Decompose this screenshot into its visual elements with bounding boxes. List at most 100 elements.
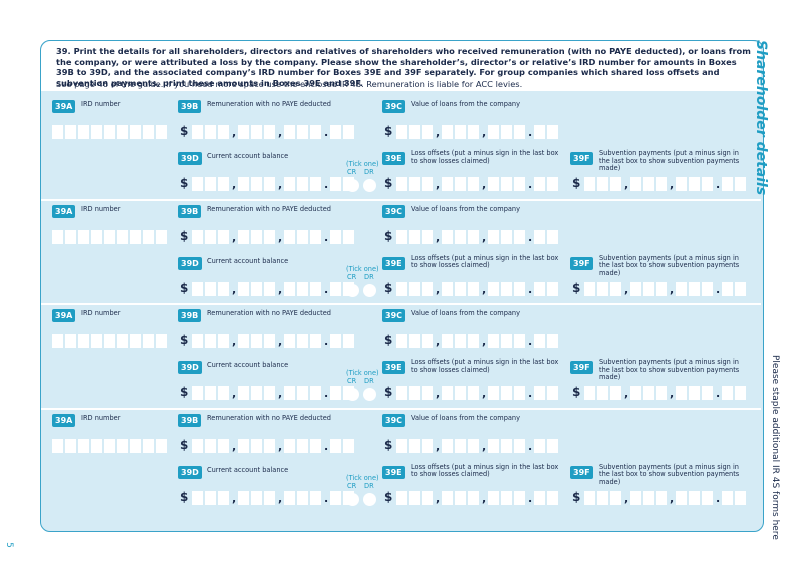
separator: , [482,230,487,244]
field-label: Value of loans from the company [411,100,521,108]
input-box [330,490,341,505]
input-box [722,177,733,191]
tick-dr: DR [364,481,374,490]
input-box [310,438,321,453]
input-box [251,177,262,191]
input-box [468,281,479,296]
field-code: 39C [382,413,406,427]
field-code: 39D [178,256,202,270]
input-box [442,438,453,453]
input-box [409,490,420,505]
input-box [597,281,608,296]
input-box [330,281,341,296]
tick-cr: CR [347,377,357,385]
field-code: 39E [382,152,405,165]
separator: , [482,126,487,139]
input-box [514,177,525,191]
field-code: 39F [570,152,593,165]
input-box [689,281,700,296]
input-box [251,334,262,348]
input-box [630,386,641,400]
field-label: Loss offsets (put a minus sign in the la… [411,149,559,165]
input-box [656,490,667,505]
currency-sign: $ [572,385,581,399]
input-box [310,490,321,505]
input-box [514,438,525,453]
currency-sign: $ [384,489,393,504]
input-box [264,229,275,244]
input-box [104,125,115,139]
field-code: 39E [382,256,405,270]
input-box [422,125,433,139]
input-box [468,490,479,505]
input-box [514,229,525,244]
input-box [468,438,479,453]
input-box [330,334,341,348]
currency-sign: $ [180,437,189,452]
input-box [455,125,466,139]
field-label: IRD number [81,309,121,317]
input-box [455,386,466,400]
separator: , [670,282,675,296]
input-box [238,490,249,505]
input-box [584,386,595,400]
field-label: IRD number [81,100,121,108]
row-divider [41,407,761,410]
input-box [117,438,128,453]
input-box [534,438,545,453]
input-box [218,125,229,139]
input-box [297,334,308,348]
tick-circle [363,492,376,506]
input-box [409,177,420,191]
input-box [156,229,167,244]
field-code: 39F [570,465,593,479]
separator: . [324,230,329,244]
currency-sign: $ [572,489,581,504]
separator: , [232,178,237,191]
separator: , [436,282,441,296]
input-box [676,386,687,400]
separator: . [528,439,533,453]
input-box [264,125,275,139]
separator: , [670,178,675,191]
field-label: Remuneration with no PAYE deducted [207,100,331,108]
separator: , [278,282,283,296]
currency-sign: $ [180,228,189,243]
input-box [396,334,407,348]
separator: , [436,230,441,244]
currency-sign: $ [180,385,189,399]
input-box [310,281,321,296]
field-label: Value of loans from the company [411,204,521,213]
field-label: Value of loans from the company [411,413,521,422]
field-label: IRD number [81,204,121,213]
input-box [630,281,641,296]
tick-dr: DR [364,272,374,281]
tick-label: (Tick one) [346,264,379,273]
field-code: 39C [382,204,406,218]
input-box [514,125,525,139]
input-box [143,334,154,348]
separator: , [232,230,237,244]
input-box [310,177,321,191]
input-box [409,281,420,296]
tick-label: (Tick one) [346,473,379,482]
input-box [65,334,76,348]
input-box [442,490,453,505]
input-box [130,438,141,453]
separator: , [624,491,629,505]
input-box [130,334,141,348]
input-box [297,229,308,244]
input-box [610,386,621,400]
field-code: 39F [570,256,593,270]
tick-dr: DR [364,168,374,176]
separator: . [324,335,329,348]
input-box [156,334,167,348]
input-box [205,229,216,244]
input-box [192,490,203,505]
field-label: IRD number [81,413,121,422]
separator: . [716,178,721,191]
input-box [409,334,420,348]
input-box [52,438,63,453]
input-box [264,281,275,296]
separator: , [278,491,283,505]
